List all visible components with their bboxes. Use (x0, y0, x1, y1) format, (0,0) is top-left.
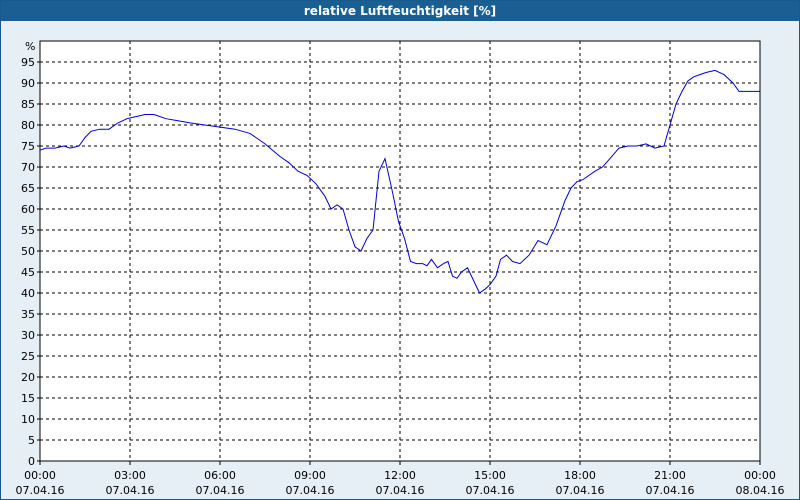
x-tick-date-label: 07.04.16 (556, 484, 605, 497)
y-tick-label: 35 (21, 308, 35, 321)
x-tick-time-label: 03:00 (114, 469, 146, 482)
x-tick-time-label: 06:00 (204, 469, 236, 482)
y-tick-label: 90 (21, 77, 35, 90)
y-tick-label: 15 (21, 392, 35, 405)
y-axis: 0 5 10 15 20 25 30 35 40 45 50 55 60 65 70 75 80 85 90 95 (21, 56, 40, 468)
x-tick-date-label: 07.04.16 (646, 484, 695, 497)
y-tick-label: 65 (21, 182, 35, 195)
y-tick-label: 40 (21, 287, 35, 300)
y-tick-label: 85 (21, 98, 35, 111)
x-tick-date-label: 07.04.16 (466, 484, 515, 497)
y-tick-label: 80 (21, 119, 35, 132)
x-tick-time-label: 09:00 (294, 469, 326, 482)
x-tick-time-label: 18:00 (564, 469, 596, 482)
x-tick-time-label: 15:00 (474, 469, 506, 482)
x-tick-time-label: 21:00 (654, 469, 686, 482)
y-axis-label: % (25, 40, 35, 53)
y-tick-label: 20 (21, 371, 35, 384)
x-tick-date-label: 07.04.16 (196, 484, 245, 497)
x-tick-time-label: 12:00 (384, 469, 416, 482)
y-tick-label: 50 (21, 245, 35, 258)
y-tick-label: 70 (21, 161, 35, 174)
y-tick-label: 60 (21, 203, 35, 216)
x-tick-time-label: 00:00 (744, 469, 776, 482)
y-tick-label: 0 (28, 455, 35, 468)
humidity-series-line (39, 69, 760, 294)
chart-title: relative Luftfeuchtigkeit [%] (1, 1, 799, 21)
x-tick-time-label: 00:00 (24, 469, 56, 482)
x-tick-date-label: 08.04.16 (736, 484, 785, 497)
y-tick-label: 75 (21, 140, 35, 153)
y-tick-label: 5 (28, 434, 35, 447)
y-tick-label: 95 (21, 56, 35, 69)
x-axis: 00:00 07.04.16 03:00 07.04.16 06:00 07.04.16 0… (16, 461, 785, 497)
y-tick-label: 45 (21, 266, 35, 279)
y-tick-label: 25 (21, 350, 35, 363)
y-tick-label: 10 (21, 413, 35, 426)
x-tick-date-label: 07.04.16 (286, 484, 335, 497)
y-tick-label: 55 (21, 224, 35, 237)
grid-lines (40, 41, 760, 461)
x-tick-date-label: 07.04.16 (106, 484, 155, 497)
x-tick-date-label: 07.04.16 (376, 484, 425, 497)
x-tick-date-label: 07.04.16 (16, 484, 65, 497)
y-tick-label: 30 (21, 329, 35, 342)
